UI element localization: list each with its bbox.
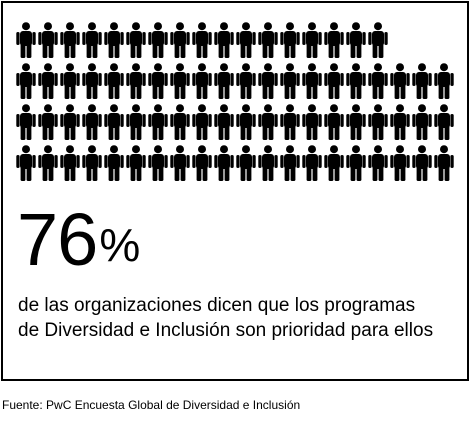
statistic: 76 %	[17, 200, 140, 280]
person-icon	[302, 145, 322, 181]
person-icon	[368, 22, 388, 58]
person-icon	[126, 22, 146, 58]
person-icon	[368, 63, 388, 99]
person-icon	[148, 22, 168, 58]
person-icon	[82, 22, 102, 58]
person-icon	[38, 22, 58, 58]
person-icon	[324, 145, 344, 181]
person-icon	[16, 22, 36, 58]
person-icon	[170, 22, 190, 58]
person-icon-grid	[16, 22, 454, 181]
person-icon	[412, 104, 432, 140]
person-icon	[258, 22, 278, 58]
person-icon	[434, 104, 454, 140]
person-icon	[82, 104, 102, 140]
person-icon	[192, 22, 212, 58]
person-icon	[148, 63, 168, 99]
infographic-panel: 76 % de las organizaciones dicen que los…	[1, 1, 469, 381]
person-icon	[258, 63, 278, 99]
person-icon	[324, 104, 344, 140]
person-icon	[390, 104, 410, 140]
person-icon	[38, 63, 58, 99]
description-line-1: de las organizaciones dicen que los prog…	[18, 295, 416, 316]
person-icon	[82, 63, 102, 99]
person-icon	[412, 145, 432, 181]
person-icon	[324, 63, 344, 99]
stat-description: de las organizaciones dicen que los prog…	[18, 293, 463, 343]
person-icon	[434, 63, 454, 99]
person-icon	[16, 145, 36, 181]
person-icon	[126, 145, 146, 181]
person-icon	[324, 22, 344, 58]
person-icon	[236, 104, 256, 140]
person-icon	[170, 145, 190, 181]
person-icon	[214, 145, 234, 181]
person-icon	[60, 104, 80, 140]
person-icon	[390, 145, 410, 181]
person-icon	[192, 104, 212, 140]
person-icon	[192, 63, 212, 99]
person-icon	[16, 63, 36, 99]
person-icon	[280, 104, 300, 140]
person-icon	[170, 63, 190, 99]
person-icon	[148, 104, 168, 140]
person-icon	[346, 63, 366, 99]
person-icon	[104, 104, 124, 140]
person-icon	[302, 63, 322, 99]
person-icon	[258, 104, 278, 140]
person-icon	[148, 145, 168, 181]
person-icon	[104, 22, 124, 58]
person-icon	[434, 145, 454, 181]
stat-unit: %	[99, 219, 141, 271]
person-icon	[16, 104, 36, 140]
person-icon	[192, 145, 212, 181]
person-icon	[346, 145, 366, 181]
person-icon	[236, 145, 256, 181]
person-icon	[60, 22, 80, 58]
person-icon	[258, 145, 278, 181]
person-icon	[214, 63, 234, 99]
person-icon	[236, 63, 256, 99]
person-icon	[302, 104, 322, 140]
person-icon	[214, 104, 234, 140]
description-line-2: de Diversidad e Inclusión son prioridad …	[18, 320, 434, 341]
person-icon	[280, 22, 300, 58]
person-icon	[280, 63, 300, 99]
person-icon	[302, 22, 322, 58]
person-icon	[236, 22, 256, 58]
person-icon	[104, 63, 124, 99]
person-icon	[170, 104, 190, 140]
person-icon	[82, 145, 102, 181]
person-icon	[346, 22, 366, 58]
person-icon	[60, 63, 80, 99]
person-icon	[104, 145, 124, 181]
stat-number: 76	[17, 198, 98, 281]
person-icon	[368, 104, 388, 140]
person-icon	[412, 63, 432, 99]
person-icon	[214, 22, 234, 58]
person-icon	[280, 145, 300, 181]
source-note: Fuente: PwC Encuesta Global de Diversida…	[2, 398, 301, 412]
person-icon	[126, 63, 146, 99]
person-icon	[38, 145, 58, 181]
person-icon	[390, 63, 410, 99]
person-icon	[60, 145, 80, 181]
person-icon	[368, 145, 388, 181]
person-icon	[346, 104, 366, 140]
person-icon	[126, 104, 146, 140]
person-icon	[38, 104, 58, 140]
